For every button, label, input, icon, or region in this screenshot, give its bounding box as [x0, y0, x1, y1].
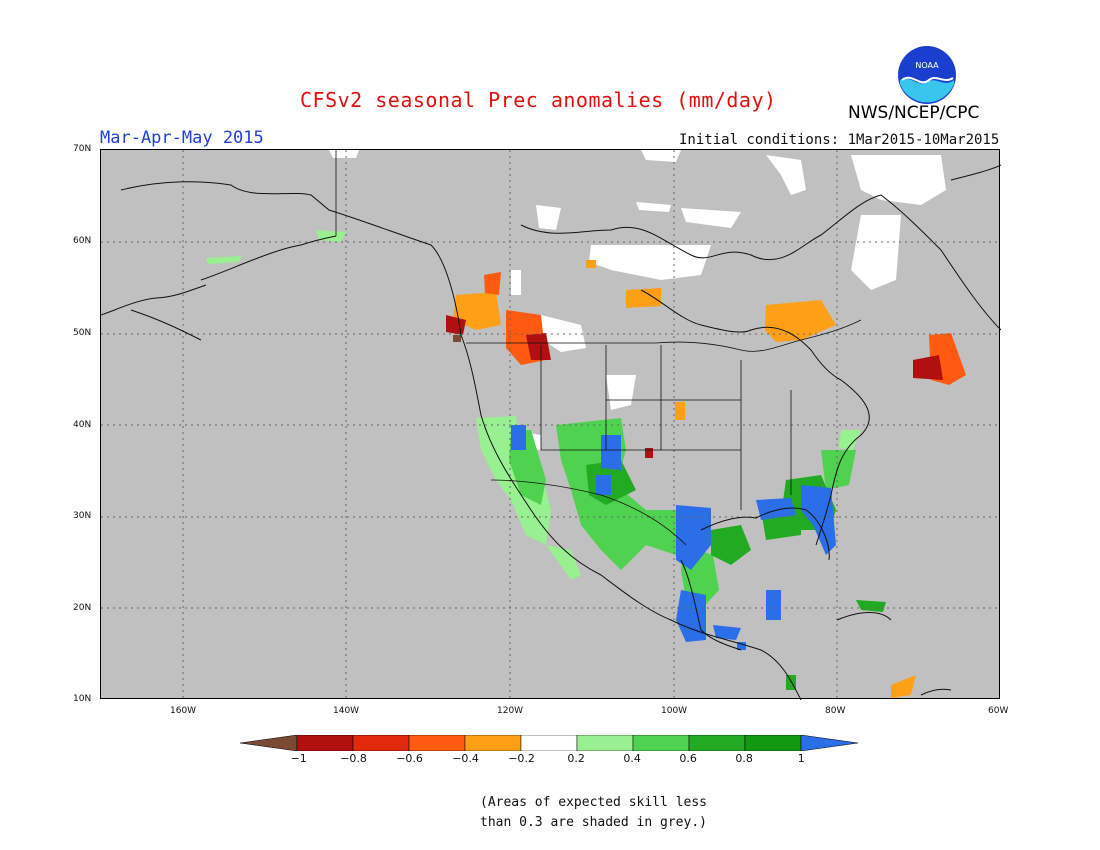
lat-label-40n: 40N [73, 420, 92, 430]
legend-swatch-over [800, 734, 859, 752]
lat-label-60n: 60N [73, 236, 92, 246]
legend-swatch [296, 734, 354, 752]
legend-colorbar [239, 734, 865, 755]
legend-swatch [352, 734, 410, 752]
legend-swatch [688, 734, 746, 752]
precip-anomaly-map [100, 149, 1001, 700]
anomaly-patches [206, 150, 966, 698]
legend-swatch [464, 734, 522, 752]
coastlines [101, 164, 1001, 700]
legend-tick-label: 0.6 [679, 752, 697, 765]
legend-swatch [632, 734, 690, 752]
chart-title: CFSv2 seasonal Prec anomalies (mm/day) [300, 88, 777, 112]
legend-tick-label: −0.6 [396, 752, 423, 765]
lat-label-30n: 30N [73, 511, 92, 521]
legend-swatch [520, 734, 578, 752]
lat-label-20n: 20N [73, 603, 92, 613]
lat-label-10n: 10N [73, 694, 92, 704]
lat-label-70n: 70N [73, 144, 92, 154]
agency-label: NWS/NCEP/CPC [848, 103, 980, 123]
lon-label-80w: 80W [825, 706, 846, 716]
legend-swatch [744, 734, 802, 752]
legend-swatch [408, 734, 466, 752]
legend-swatch [576, 734, 634, 752]
legend-swatch-under [239, 734, 298, 752]
legend-tick-label: −0.2 [508, 752, 535, 765]
lon-label-160w: 160W [170, 706, 197, 716]
skill-note: (Areas of expected skill less than 0.3 a… [480, 793, 707, 833]
lon-label-140w: 140W [333, 706, 360, 716]
lat-label-50n: 50N [73, 328, 92, 338]
legend-tick-label: −1 [290, 752, 307, 765]
legend-tick-label: −0.4 [452, 752, 479, 765]
legend-tick-label: 0.2 [567, 752, 585, 765]
legend-tick-label: −0.8 [340, 752, 367, 765]
forecast-period: Mar-Apr-May 2015 [100, 128, 264, 148]
legend-tick-label: 1 [797, 752, 805, 765]
lon-label-60w: 60W [988, 706, 1009, 716]
lat-lon-grid [101, 150, 1001, 700]
noaa-logo: NOAA [896, 44, 958, 110]
legend-tick-label: 0.4 [623, 752, 641, 765]
lon-label-100w: 100W [661, 706, 688, 716]
legend-tick-label: 0.8 [735, 752, 753, 765]
political-borders [335, 150, 862, 546]
skill-note-line2: than 0.3 are shaded in grey.) [480, 815, 707, 830]
skill-note-line1: (Areas of expected skill less [480, 795, 707, 810]
lon-label-120w: 120W [497, 706, 524, 716]
initial-conditions: Initial conditions: 1Mar2015-10Mar2015 [679, 132, 1000, 148]
logo-text: NOAA [915, 61, 939, 70]
